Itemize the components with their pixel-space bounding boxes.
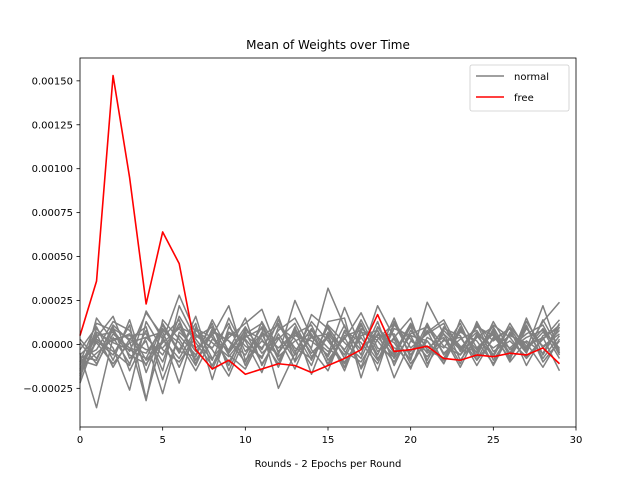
x-tick-label: 15 [322, 435, 335, 446]
x-tick-label: 25 [487, 435, 500, 446]
y-tick-label: 0.00050 [32, 252, 73, 263]
series-line-free-0 [79, 74, 561, 376]
chart-title: Mean of Weights over Time [246, 38, 410, 52]
series-line-normal-3 [79, 305, 561, 409]
series-line-normal-17 [79, 317, 561, 370]
y-tick-label: 0.00100 [32, 164, 73, 175]
legend-label-normal: normal [514, 72, 549, 83]
x-axis-label: Rounds - 2 Epochs per Round [255, 459, 402, 470]
y-tick-label: 0.00125 [32, 120, 73, 131]
series-line-normal-18 [79, 305, 561, 402]
y-tick-label: 0.00000 [32, 340, 73, 351]
x-tick-label: 0 [77, 435, 83, 446]
x-tick-label: 30 [570, 435, 583, 446]
y-tick-label: 0.00025 [32, 296, 73, 307]
x-tick-label: 20 [404, 435, 417, 446]
legend: normal free [469, 64, 570, 112]
x-tick-label: 10 [239, 435, 252, 446]
axes: 0 5 10 15 20 25 30 −0.00025 0.00000 0.00025 0.0005… [23, 57, 583, 446]
y-tick-label: 0.00150 [32, 76, 73, 87]
series-layer [79, 74, 561, 409]
x-tick-label: 5 [159, 435, 165, 446]
series-line-normal-14 [79, 319, 561, 375]
y-tick-label: −0.00025 [23, 384, 73, 395]
legend-label-free: free [514, 93, 534, 104]
series-line-normal-11 [79, 313, 561, 374]
y-tick-label: 0.00075 [32, 208, 73, 219]
